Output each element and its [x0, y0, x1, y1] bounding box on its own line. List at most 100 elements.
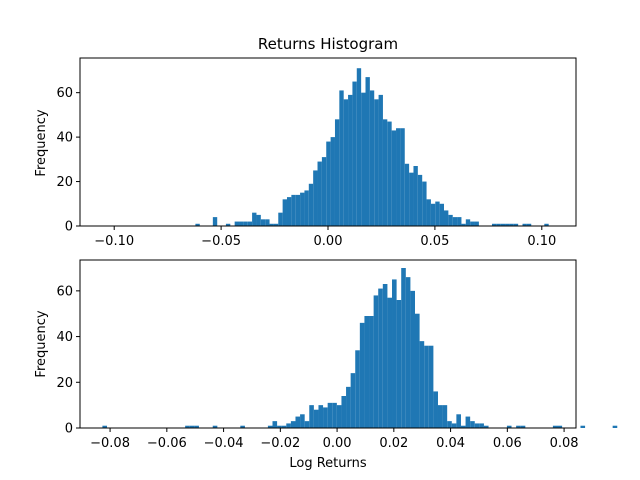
histogram-bar	[612, 425, 618, 428]
y-tick-label: 0	[65, 422, 73, 437]
histogram-bar	[520, 425, 526, 428]
x-tick-label: 0.10	[527, 234, 556, 249]
y-tick-label: 60	[56, 284, 73, 299]
histogram-bar	[422, 181, 427, 226]
x-tick-label: −0.04	[204, 436, 244, 451]
histogram-bar	[323, 407, 328, 428]
histogram-bar	[430, 203, 436, 226]
histogram-bar	[321, 157, 327, 226]
histogram-bar	[474, 423, 480, 428]
histogram-bar	[410, 290, 415, 428]
histogram-bar	[433, 391, 438, 428]
histogram-bar	[350, 373, 356, 428]
histogram-bar	[426, 199, 431, 226]
histogram-bar	[401, 268, 406, 428]
histogram-bar	[295, 416, 301, 428]
histogram-bar	[286, 423, 291, 428]
x-tick-label: 0.08	[550, 436, 579, 451]
histogram-bar	[417, 174, 423, 226]
histogram-bar	[509, 223, 514, 226]
histogram-bar	[391, 130, 397, 226]
x-tick-label: −0.02	[260, 436, 300, 451]
histogram-bar	[365, 77, 370, 226]
histogram-bar	[346, 386, 351, 428]
histogram-bar	[452, 217, 458, 226]
x-tick-label: −0.06	[147, 436, 187, 451]
histogram-bar	[470, 221, 475, 226]
x-axis-ticks: −0.08 −0.06 −0.04 −0.02 0.00 0.02 0.04 0.06 0.08	[90, 428, 579, 451]
histogram-bar	[239, 221, 244, 226]
histogram-bar	[240, 425, 245, 428]
y-tick-label: 40	[56, 330, 73, 345]
histogram-bar	[343, 99, 349, 226]
y-tick-label: 40	[56, 131, 73, 146]
histogram-bar	[291, 194, 296, 226]
histogram-bar	[460, 425, 466, 428]
plot-frame	[79, 57, 577, 227]
histogram-bar	[428, 345, 434, 428]
histogram-bar	[544, 223, 549, 226]
histogram-bar	[506, 425, 512, 428]
y-axis-ticks: 0 20 40 60	[56, 284, 80, 437]
histogram-bar	[474, 221, 479, 226]
histogram-bar	[513, 223, 519, 226]
histogram-bar	[439, 203, 444, 226]
histogram-bar	[243, 221, 248, 226]
histogram-bar	[247, 221, 253, 226]
histogram-bar	[364, 316, 370, 428]
histogram-bar	[387, 121, 392, 226]
histogram-bar	[195, 223, 200, 226]
histogram-bar	[330, 137, 335, 226]
histogram-bar	[456, 414, 461, 428]
histogram-bar	[522, 223, 527, 226]
histogram-bar	[396, 300, 402, 428]
histogram-bar	[359, 322, 365, 428]
histogram-bar	[339, 90, 344, 226]
histogram-bar	[355, 350, 360, 428]
histogram-bar	[265, 219, 270, 226]
histogram-bar	[212, 217, 218, 226]
chart-title: Returns Histogram	[258, 35, 398, 53]
histogram-bar	[272, 421, 278, 428]
histogram-bar	[295, 194, 301, 226]
histogram-bar	[505, 223, 510, 226]
returns-histogram-panel: Returns Histogram Frequency 0 20 40 60 −0.1…	[34, 35, 577, 249]
histogram-bar	[580, 425, 586, 428]
histogram-bar	[409, 172, 414, 226]
histogram-bar	[392, 279, 397, 428]
histogram-bar	[378, 94, 383, 226]
histogram-bar	[317, 161, 322, 226]
y-tick-label: 0	[65, 220, 73, 235]
histogram-bar	[313, 409, 319, 428]
histogram-bar	[336, 405, 342, 428]
histogram-bar	[369, 316, 374, 428]
x-tick-label: 0.00	[314, 234, 343, 249]
histogram-bar	[189, 425, 195, 428]
histogram-bar	[448, 214, 453, 226]
y-axis-ticks: 0 20 40 60	[56, 86, 80, 235]
histogram-bar	[557, 425, 563, 428]
histogram-bar	[332, 402, 337, 428]
histogram-bar	[318, 405, 324, 428]
histogram-bar	[382, 119, 388, 226]
histogram-bar	[457, 217, 462, 226]
histogram-bar	[290, 421, 296, 428]
histogram-bar	[465, 416, 471, 428]
x-tick-label: 0.04	[436, 436, 465, 451]
histogram-bar	[304, 421, 310, 428]
y-tick-label: 20	[56, 175, 73, 190]
histogram-bar	[341, 396, 347, 428]
histogram-bar	[470, 421, 475, 428]
histogram-bar	[451, 423, 457, 428]
histogram-bar	[516, 425, 521, 428]
x-tick-label: −0.05	[201, 234, 241, 249]
histogram-bar	[461, 223, 466, 226]
histogram-bar	[286, 197, 292, 226]
x-tick-label: 0.06	[493, 436, 522, 451]
histogram-bar	[413, 166, 418, 226]
x-tick-label: −0.08	[90, 436, 130, 451]
y-tick-label: 20	[56, 376, 73, 391]
histogram-bar	[361, 92, 366, 226]
histogram-bar	[442, 405, 448, 428]
histogram-bar	[308, 183, 314, 226]
